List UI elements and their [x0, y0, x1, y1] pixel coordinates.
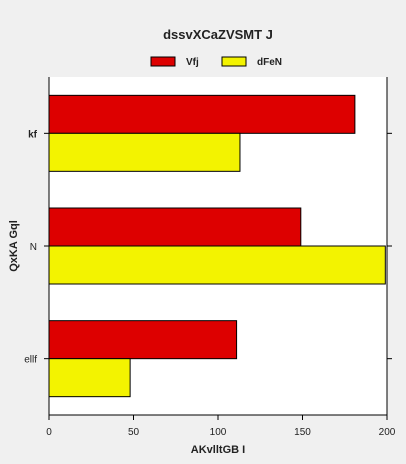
- bars-group: [48, 94, 386, 398]
- x-tick-label-100: 100: [210, 427, 227, 438]
- y-tick-label-n: N: [30, 242, 37, 253]
- x-tick-label-200: 200: [379, 427, 396, 438]
- bar-vfj-ellf: [48, 320, 238, 360]
- x-axis-label: AKvlltGB I: [191, 444, 245, 456]
- x-tick-label-50: 50: [128, 427, 140, 438]
- y-tick-label-ellf: ellf: [24, 355, 37, 366]
- x-tick-label-0: 0: [46, 427, 52, 438]
- bar-dfen-ellf: [48, 358, 131, 398]
- bar-dfen-n: [48, 245, 386, 285]
- x-tick-label-150: 150: [294, 427, 311, 438]
- y-tick-label-kf: kf: [28, 129, 38, 140]
- legend-swatch-vfj: [150, 56, 176, 67]
- bar-dfen-kf: [48, 132, 241, 172]
- legend-swatch-dfen: [221, 56, 247, 67]
- legend-label-dfen: dFeN: [257, 57, 282, 68]
- legend-label-vfj: Vfj: [186, 57, 199, 68]
- chart-title: dssvXCaZVSMT J: [163, 27, 273, 42]
- bar-vfj-kf: [48, 94, 356, 134]
- bar-vfj-n: [48, 207, 302, 247]
- legend: Vfj dFeN: [150, 56, 282, 68]
- y-axis-label: QxKA Gql: [8, 220, 20, 272]
